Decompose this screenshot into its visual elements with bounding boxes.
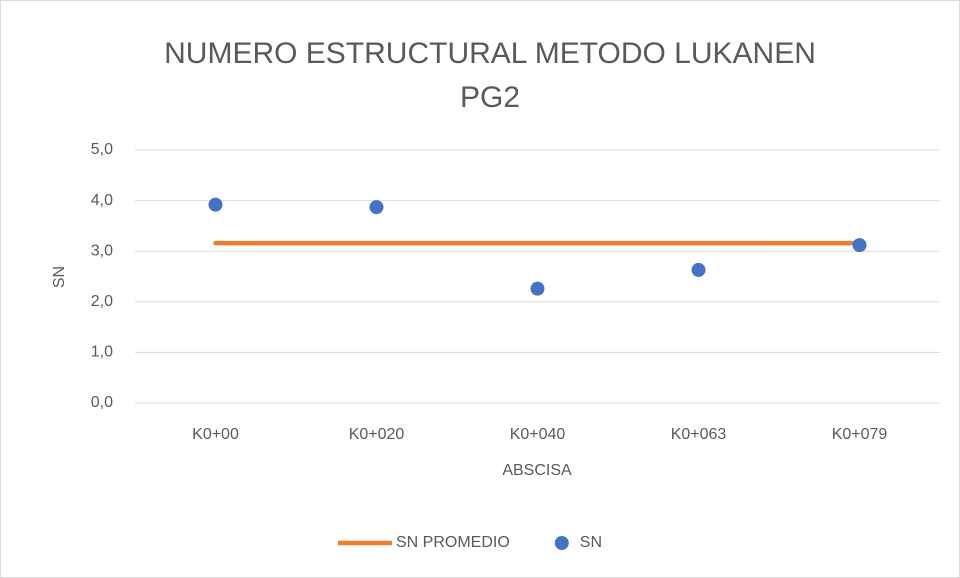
y-tick-label: 3,0 <box>91 242 113 259</box>
legend-label: SN PROMEDIO <box>396 534 510 551</box>
legend-label: SN <box>580 534 602 551</box>
scatter-point <box>208 197 223 212</box>
x-tick-label: K0+079 <box>832 426 888 443</box>
x-tick-label: K0+063 <box>671 426 727 443</box>
scatter-point <box>530 281 545 296</box>
x-tick-label: K0+020 <box>349 426 405 443</box>
y-axis-label: SN <box>51 266 68 288</box>
legend-swatch <box>554 536 569 550</box>
y-tick-label: 4,0 <box>91 192 113 209</box>
y-tick-label: 2,0 <box>91 293 113 310</box>
x-tick-label: K0+040 <box>510 426 566 443</box>
chart-title: NUMERO ESTRUCTURAL METODO LUKANEN PG2 <box>164 37 816 114</box>
x-tick-label: K0+00 <box>192 426 239 443</box>
y-tick-label: 0,0 <box>91 394 113 411</box>
scatter-point <box>369 200 384 215</box>
scatter-point <box>691 262 706 277</box>
y-tick-label: 5,0 <box>91 141 113 158</box>
x-axis-label: ABSCISA <box>502 462 572 479</box>
scatter-point <box>852 238 867 253</box>
y-tick-label: 1,0 <box>91 344 113 361</box>
